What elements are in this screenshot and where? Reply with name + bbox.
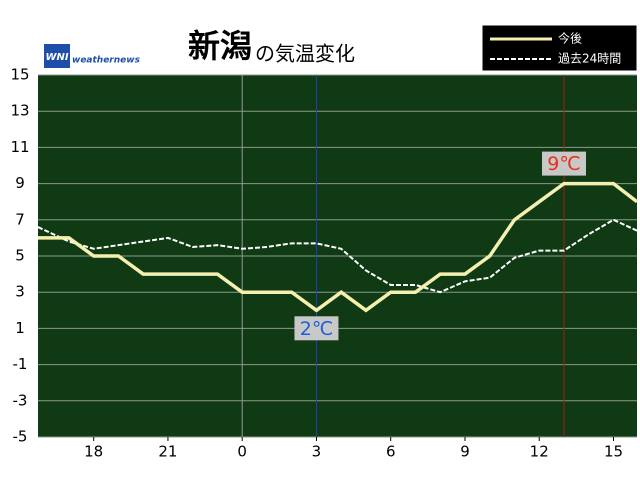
x-tick-label: 9 [460,443,470,461]
y-tick-label: 5 [15,247,25,265]
line [38,181,639,313]
x-tick-label: 15 [604,443,623,461]
y-tick-label: 11 [10,138,29,156]
x-tick-label: 3 [312,443,322,461]
x-tick-label: 18 [84,443,103,461]
annotation-label: 2℃ [300,318,333,340]
x-tick-label: 6 [386,443,396,461]
chart-title: 新潟 [188,27,252,65]
x-tick-label: 0 [237,443,247,461]
y-tick-label: -1 [13,355,28,373]
y-tick-label: -5 [13,428,28,446]
legend-label: 過去24時間 [558,52,621,66]
line [37,218,638,294]
y-tick-label: 7 [15,210,25,228]
annotation-box [294,316,339,341]
y-tick-label: 9 [15,174,25,192]
y-tick-label: 15 [10,66,29,84]
legend-label: 今後 [558,31,582,46]
x-tick-label: 21 [158,443,177,461]
legend [481,24,638,72]
y-tick-label: 3 [15,283,25,301]
y-tick-label: 13 [10,102,29,120]
logo-box [44,44,70,68]
x-tick-label: 12 [530,443,549,461]
chart-subtitle: の気温変化 [255,42,355,66]
annotation-label: 9℃ [547,153,580,175]
logo-mark: WNI [45,52,68,63]
annotation-box [541,151,586,176]
y-tick-label: 1 [15,319,25,337]
y-tick-label: -3 [13,391,28,409]
logo-text: weathernews [72,56,141,66]
